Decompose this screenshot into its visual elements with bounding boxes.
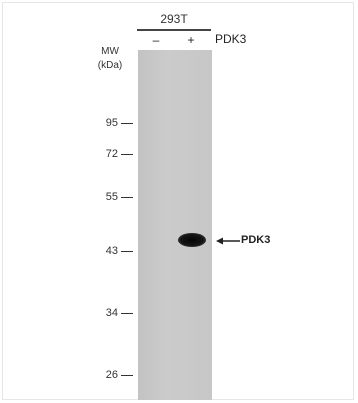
lane-plus-label: + [187,33,195,47]
mw-marker-tick [121,251,133,253]
mw-marker-value: 55 [105,191,118,203]
mw-marker-tick [121,154,133,156]
mw-marker-95: 95 [80,117,135,129]
cell-line-label: 293T [160,12,188,26]
mw-label-line1: MW [101,46,119,57]
mw-marker-tick [121,375,133,377]
mw-marker-value: 95 [105,117,118,129]
mw-marker-value: 26 [105,369,118,381]
pdk3-band [178,233,206,247]
mw-marker-tick [121,313,133,315]
mw-label-line2: (kDa) [97,60,123,71]
lane-minus-label: – [152,33,160,47]
mw-marker-value: 34 [105,307,118,319]
mw-marker-72: 72 [80,148,135,160]
band-label: PDK3 [241,234,271,246]
mw-marker-26: 26 [80,369,135,381]
mw-marker-value: 43 [105,245,118,257]
mw-axis-label: MW (kDa) [95,45,125,73]
mw-marker-tick [121,123,133,125]
mw-marker-43: 43 [80,245,135,257]
band-arrow-icon [216,237,240,245]
target-label: PDK3 [215,32,247,46]
blot-membrane [138,50,212,400]
mw-marker-value: 72 [105,148,118,160]
mw-marker-55: 55 [80,191,135,203]
cell-line-bar [137,29,211,31]
mw-marker-tick [121,197,133,199]
mw-marker-34: 34 [80,307,135,319]
